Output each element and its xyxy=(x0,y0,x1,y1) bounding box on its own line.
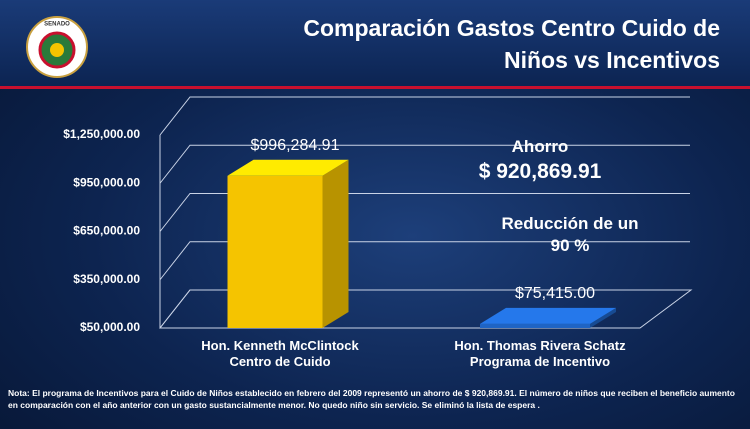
grid-line xyxy=(159,96,690,136)
annotation: Reducción de un 90 % xyxy=(501,214,639,255)
y-tick-label: $950,000.00 xyxy=(73,175,140,189)
y-tick-label: $1,250,000.00 xyxy=(63,127,140,141)
chart-title: Comparación Gastos Centro Cuido de Niños… xyxy=(303,15,720,73)
bar xyxy=(227,159,349,328)
y-tick-label: $350,000.00 xyxy=(73,272,140,286)
grid-line xyxy=(159,144,690,184)
grid-line xyxy=(159,241,690,281)
logo: SENADO xyxy=(26,16,88,78)
annotation: Ahorro xyxy=(511,137,569,156)
grid-line xyxy=(159,289,690,329)
header-band xyxy=(0,0,750,86)
data-label: $996,284.91 xyxy=(251,137,340,154)
header-rule xyxy=(0,86,750,89)
annotation: $ 920,869.91 xyxy=(478,160,602,183)
note: Nota: El programa de Incentivos para el … xyxy=(8,388,735,410)
x-tick-label: Hon. Thomas Rivera Schatz Programa de In… xyxy=(454,338,626,369)
data-label: $75,415.00 xyxy=(515,285,595,302)
y-tick-label: $650,000.00 xyxy=(73,224,140,238)
bar xyxy=(480,307,616,328)
grid-line xyxy=(159,193,690,232)
logo-text: SENADO xyxy=(44,22,70,28)
x-tick-label: Hon. Kenneth McClintock Centro de Cuido xyxy=(201,338,359,369)
y-tick-label: $50,000.00 xyxy=(80,320,140,334)
